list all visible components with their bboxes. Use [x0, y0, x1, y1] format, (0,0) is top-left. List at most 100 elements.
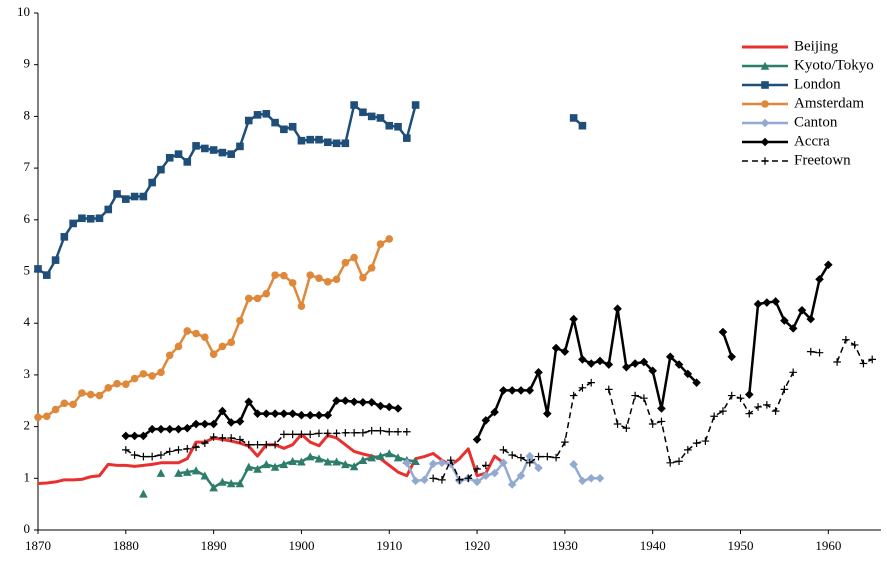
y-tick-label: 3	[24, 366, 31, 381]
marker	[113, 379, 121, 388]
marker	[719, 407, 727, 415]
marker	[174, 342, 183, 351]
marker	[183, 327, 192, 335]
marker	[148, 372, 156, 380]
marker	[358, 398, 368, 407]
marker	[332, 275, 341, 284]
marker	[121, 431, 131, 441]
marker	[192, 142, 200, 150]
marker	[359, 429, 367, 437]
marker	[341, 429, 350, 437]
marker	[718, 327, 728, 337]
marker	[455, 476, 464, 484]
marker	[34, 265, 42, 273]
marker	[367, 426, 376, 435]
x-tick-label: 1950	[728, 538, 754, 553]
marker	[349, 397, 359, 407]
marker	[253, 294, 262, 303]
marker	[350, 253, 358, 262]
marker	[543, 409, 552, 418]
marker	[630, 359, 640, 368]
marker	[157, 451, 165, 459]
marker	[411, 101, 420, 109]
legend-marker	[760, 118, 770, 128]
marker	[236, 142, 244, 151]
x-tick-label: 1870	[25, 538, 51, 553]
marker	[490, 407, 499, 417]
y-tick-label: 8	[24, 107, 31, 122]
marker	[262, 289, 271, 298]
marker	[578, 121, 587, 130]
marker	[833, 358, 841, 366]
marker	[639, 357, 649, 367]
marker	[34, 413, 42, 422]
marker	[165, 351, 174, 360]
marker	[762, 298, 772, 307]
marker	[561, 438, 569, 446]
marker	[675, 457, 683, 466]
marker	[139, 452, 148, 461]
marker	[753, 299, 763, 309]
marker	[323, 138, 332, 147]
marker	[516, 471, 526, 481]
marker	[288, 279, 297, 287]
marker	[288, 430, 297, 439]
marker	[394, 427, 402, 436]
marker	[376, 401, 385, 411]
x-tick-label: 1940	[640, 538, 666, 553]
marker	[42, 271, 51, 279]
marker	[613, 420, 622, 428]
marker	[297, 457, 306, 466]
marker	[174, 446, 183, 454]
marker	[744, 390, 754, 399]
marker	[560, 347, 570, 356]
marker	[113, 190, 121, 198]
marker	[78, 389, 86, 397]
marker	[182, 467, 192, 476]
marker	[165, 153, 174, 162]
y-tick-label: 10	[17, 4, 30, 19]
marker	[341, 258, 350, 267]
marker	[280, 271, 288, 280]
marker	[200, 471, 210, 480]
marker	[499, 446, 508, 454]
marker	[569, 391, 578, 400]
legend-label: Beijing	[794, 38, 839, 54]
marker	[201, 144, 209, 153]
marker	[323, 429, 332, 438]
marker	[262, 440, 271, 449]
marker	[384, 449, 394, 458]
legend-marker	[760, 61, 770, 70]
marker	[551, 343, 561, 353]
marker	[235, 417, 245, 426]
marker	[815, 274, 824, 284]
marker	[314, 454, 324, 463]
marker	[165, 424, 175, 434]
marker	[507, 386, 517, 395]
marker	[665, 352, 675, 362]
marker	[473, 465, 481, 473]
marker	[604, 360, 614, 369]
marker	[806, 347, 815, 356]
marker	[481, 471, 491, 481]
marker	[622, 362, 631, 372]
marker	[280, 430, 288, 439]
marker	[148, 452, 156, 461]
marker	[315, 429, 323, 438]
marker	[481, 416, 491, 425]
marker	[586, 359, 596, 368]
marker	[130, 431, 139, 441]
marker	[262, 110, 271, 118]
marker	[297, 430, 306, 439]
marker	[332, 139, 341, 148]
marker	[305, 410, 315, 420]
marker	[78, 214, 86, 223]
marker	[244, 440, 253, 449]
marker	[797, 305, 807, 315]
marker	[736, 394, 745, 402]
marker	[271, 118, 279, 127]
marker	[288, 409, 297, 418]
series-line	[37, 237, 390, 419]
marker	[139, 431, 148, 441]
